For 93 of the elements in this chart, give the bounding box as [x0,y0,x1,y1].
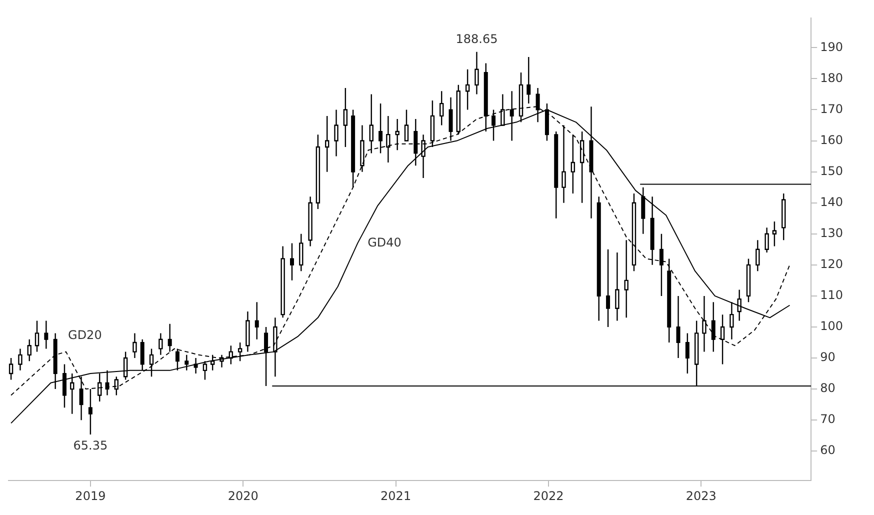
candlestick [62,364,66,408]
y-tick-label: 110 [820,288,843,302]
candlestick [27,338,32,362]
y-tick-label: 90 [820,350,836,364]
candlestick [676,295,680,359]
candlestick [184,354,189,372]
candlestick [228,345,234,365]
candlestick [254,302,259,340]
candlestick [624,239,628,318]
x-tick-label: 2021 [380,488,412,503]
candlestick [343,87,348,148]
y-tick-label: 190 [820,40,843,54]
candlestick [667,258,672,344]
candlestick [772,220,777,247]
candlestick [280,246,285,318]
candlestick [632,192,636,272]
candlestick [554,130,558,219]
candlestick [526,56,531,104]
candlestick [290,242,294,282]
x-tick-label: 2020 [228,488,258,503]
candlestick [264,326,268,387]
candlestick [615,252,620,322]
candlestick [440,90,444,126]
x-tick-label: 2023 [686,488,716,503]
candlestick [606,248,610,328]
candlestick [220,354,224,368]
candlestick [562,124,566,204]
candlestick [641,186,646,234]
candlestick [414,118,418,166]
candlestick [474,51,479,95]
candlestick [720,314,725,365]
candlestick [158,332,163,356]
candlestick [404,109,409,142]
candlestick [123,351,128,380]
candlestick [782,192,786,241]
y-tick-label: 100 [820,319,843,334]
candlestick [210,354,215,372]
candlestick [8,357,14,380]
candlestick [238,342,242,362]
candlestick [702,295,706,352]
candlestick [149,348,154,378]
candlestick [44,320,48,350]
y-tick-label: 140 [820,194,843,209]
candlestick [685,332,690,374]
candlestick [650,196,654,266]
y-tick-label: 160 [820,132,843,147]
candlestick [132,332,137,359]
candlestick [756,239,760,272]
x-tick-label: 2022 [533,488,564,503]
candlestick [70,372,74,414]
candlestick [34,320,40,352]
candlestick [140,338,144,372]
candlestick [421,134,426,179]
candlestick [308,196,312,247]
candlestick [175,348,180,372]
annotation: 65.35 [73,438,108,453]
annotation: 188.65 [456,32,498,46]
candlestick [764,227,769,254]
y-tick-label: 170 [820,102,843,116]
candlestick [202,360,208,380]
candlestick [711,302,716,352]
x-tick-label: 2019 [75,488,106,503]
y-tick-label: 80 [820,381,836,396]
candlestick [386,115,390,164]
candlestick [659,233,664,297]
y-tick-label: 70 [820,412,836,426]
candlestick [299,233,304,272]
candlestick [746,258,751,303]
candlestick [246,310,250,352]
candlestick [730,302,734,340]
candlestick [53,332,58,390]
y-tick-label: 120 [820,257,843,272]
y-tick-label: 150 [820,164,843,178]
candlestick [395,118,400,151]
series-label: GD20 [68,328,102,342]
candlestick [570,134,576,194]
candlestick [316,134,320,210]
y-tick-label: 130 [820,226,843,240]
candlestick [737,289,742,322]
series-label: GD40 [368,235,402,250]
candlestick [465,68,470,110]
candlestick [325,115,330,172]
candlestick [273,317,278,378]
candlestick [596,196,601,322]
candlestick [194,357,198,374]
candlestick [334,109,338,157]
y-tick-label: 180 [820,70,843,85]
candlestick [18,348,22,372]
candlestick [360,124,364,172]
y-tick-label: 60 [820,443,836,458]
candlestick [580,130,584,204]
candlestick [168,323,172,352]
candlestick [351,109,356,188]
